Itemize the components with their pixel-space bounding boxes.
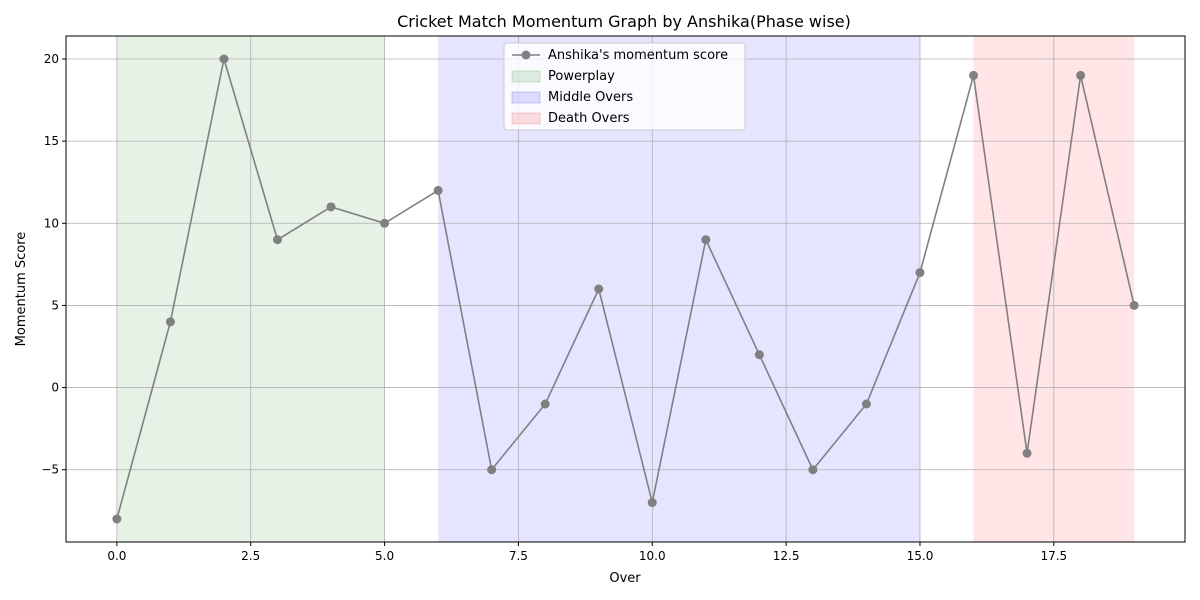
legend-label-middle-overs: Middle Overs [548,90,633,105]
legend-marker-swatch [521,50,531,60]
series-layer [112,54,1139,524]
data-point [701,235,711,245]
series-line [116,58,1135,520]
x-tick-label: 5.0 [375,549,394,563]
data-point [219,54,229,64]
x-tick-label: 17.5 [1040,549,1067,563]
grid-lines [66,36,1185,542]
data-point [647,498,657,508]
x-tick-label: 12.5 [773,549,800,563]
legend-label-powerplay: Powerplay [548,69,615,84]
data-point [1022,448,1032,458]
data-point [112,514,122,524]
data-point [808,465,818,475]
data-point [433,185,443,195]
x-tick-label: 0.0 [107,549,126,563]
data-point [1076,70,1086,80]
legend-swatch-powerplay [511,70,541,83]
data-point [487,465,497,475]
data-point [165,317,175,327]
x-tick-label: 10.0 [639,549,666,563]
y-axis-label: Momentum Score [14,232,29,347]
y-tick-label: −5 [41,463,59,477]
data-point [915,268,925,278]
data-point [326,202,336,212]
legend: Anshika's momentum score Powerplay Middle … [503,42,746,131]
x-tick-label: 2.5 [241,549,260,563]
legend-swatch-middle-overs [511,91,541,104]
data-point [969,70,979,80]
chart-title: Cricket Match Momentum Graph by Anshika(… [397,12,851,31]
y-axis-ticks: −5 0 5 10 15 20 [41,52,66,477]
data-point [594,284,604,294]
data-point [540,399,550,409]
y-tick-label: 20 [44,52,59,66]
y-tick-label: 0 [51,381,59,395]
x-tick-label: 7.5 [509,549,528,563]
y-tick-label: 15 [44,134,59,148]
data-point [861,399,871,409]
legend-label-death-overs: Death Overs [548,111,630,126]
data-point [754,350,764,360]
legend-swatch-death-overs [511,112,541,125]
plot-area-frame [65,35,1186,543]
data-point [1129,300,1139,310]
legend-frame [503,42,746,131]
x-tick-label: 15.0 [907,549,934,563]
data-point [380,218,390,228]
x-axis-ticks: 0.0 2.5 5.0 7.5 10.0 12.5 15.0 17.5 [107,542,1067,563]
y-tick-label: 10 [44,216,59,230]
y-tick-label: 5 [51,298,59,312]
data-point [272,235,282,245]
legend-label-series: Anshika's momentum score [548,48,728,63]
x-axis-label: Over [609,571,641,586]
